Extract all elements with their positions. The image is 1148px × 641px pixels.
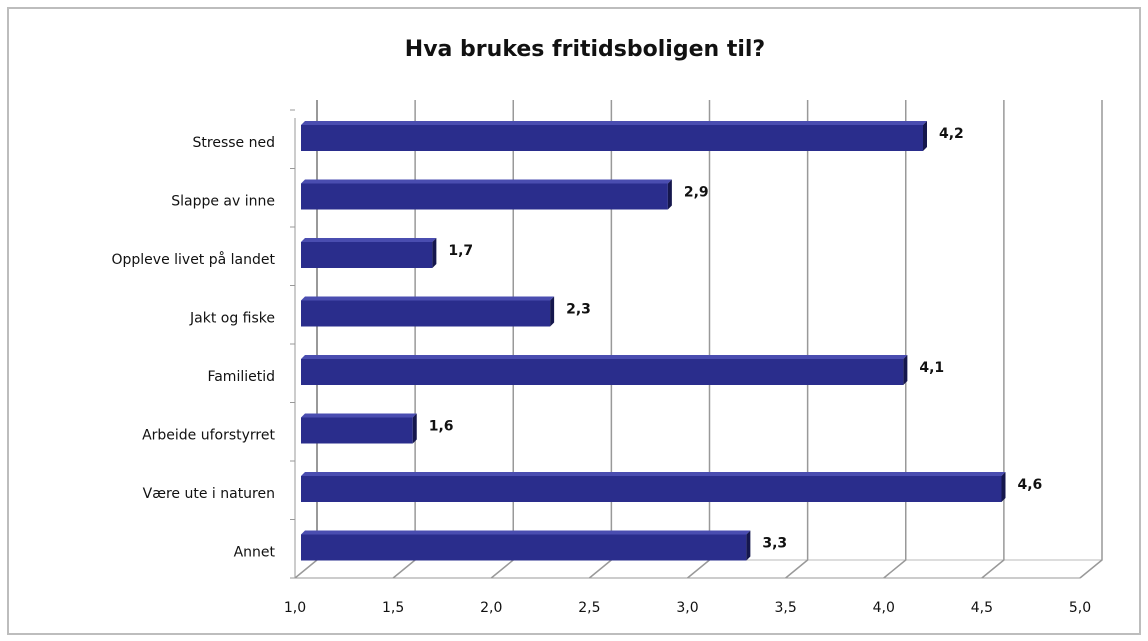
chart-title: Hva brukes fritidsboligen til?: [405, 37, 765, 62]
y-tick-label: Stresse ned: [193, 135, 275, 151]
x-tick-label: 3,5: [774, 600, 796, 616]
bar-side: [667, 179, 672, 210]
bar-side: [1001, 472, 1006, 502]
bar-top: [301, 238, 437, 242]
y-tick-label: Annet: [234, 545, 276, 561]
x-tick-label: 3,0: [676, 600, 698, 616]
y-tick-label: Jakt og fiske: [189, 311, 275, 327]
frame: [7, 7, 1141, 635]
bar: [301, 183, 668, 210]
bar-side: [412, 413, 417, 444]
value-label: 4,1: [919, 360, 944, 376]
y-tick-label: Familietid: [207, 369, 275, 385]
bar-side: [923, 121, 927, 151]
bar-top: [301, 530, 751, 535]
bar-top: [301, 121, 927, 125]
x-tick-label: 1,5: [382, 600, 404, 616]
y-tick-label: Oppleve livet på landet: [111, 251, 275, 268]
x-tick-label: 2,0: [480, 600, 502, 616]
value-label: 3,3: [762, 536, 787, 552]
bar-top: [301, 413, 417, 418]
y-tick-label: Være ute i naturen: [143, 486, 275, 502]
value-label: 1,7: [448, 243, 473, 259]
x-tick-label: 4,5: [971, 600, 993, 616]
bar: [301, 125, 923, 151]
x-tick-label: 1,0: [284, 600, 306, 616]
bar-top: [301, 472, 1006, 476]
grid-line: [1079, 100, 1103, 579]
value-label: 4,6: [1018, 477, 1043, 493]
bar: [301, 476, 1002, 502]
bar-side: [550, 296, 555, 327]
grid-line: [785, 100, 809, 579]
bar-side: [432, 238, 437, 268]
bar-top: [301, 355, 908, 359]
value-label: 2,9: [684, 185, 709, 201]
y-tick-label: Arbeide uforstyrret: [142, 428, 275, 444]
bar-top: [301, 179, 672, 184]
value-label: 2,3: [566, 302, 591, 318]
y-tick-label: Slappe av inne: [171, 194, 275, 210]
x-tick-label: 5,0: [1069, 600, 1091, 616]
bar: [301, 534, 747, 561]
bar: [301, 300, 551, 327]
grid-line: [883, 100, 907, 579]
value-label: 1,6: [429, 419, 454, 435]
x-tick-label: 4,0: [873, 600, 895, 616]
bar: [301, 359, 904, 385]
grid-line: [981, 100, 1005, 579]
value-label: 4,2: [939, 126, 964, 142]
bar: [301, 242, 433, 268]
bar-top: [301, 296, 555, 301]
bar: [301, 417, 413, 444]
bar-side: [903, 355, 908, 385]
x-tick-label: 2,5: [578, 600, 600, 616]
bar-side: [746, 530, 751, 561]
